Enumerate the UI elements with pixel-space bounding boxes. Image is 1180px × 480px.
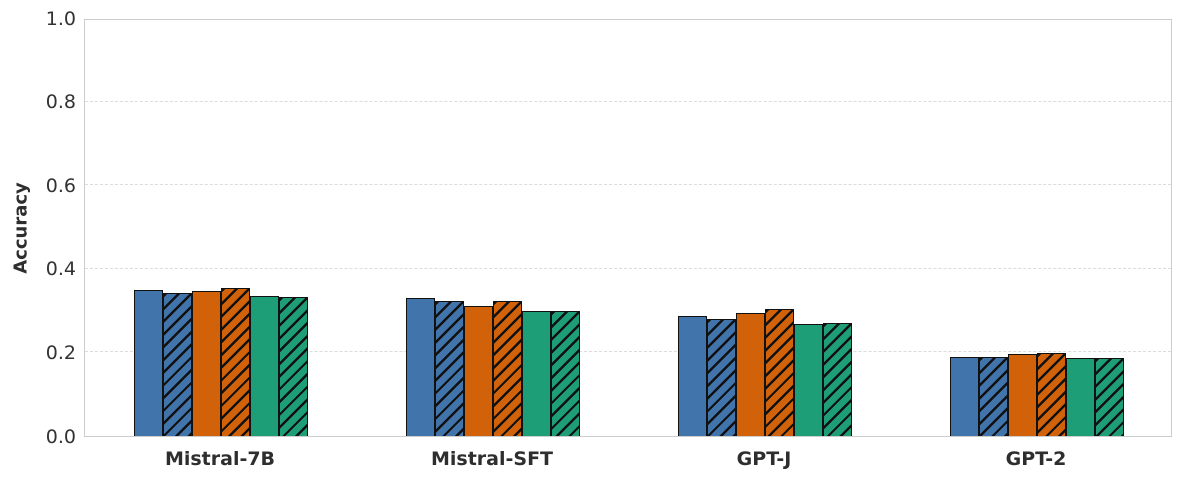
bar-orange-hatched [1037, 352, 1066, 436]
y-tick-label: 1.0 [45, 7, 76, 30]
bar-orange-solid [192, 290, 221, 436]
bar-blue-solid [406, 298, 435, 436]
gridline [85, 184, 1171, 186]
bar-blue-solid [950, 356, 979, 436]
bar-orange-hatched [765, 308, 794, 436]
y-tick-label: 0.6 [45, 174, 76, 197]
bar-green-hatched [279, 296, 308, 436]
x-tick-label: GPT-2 [1005, 448, 1067, 470]
bar-orange-hatched [221, 288, 250, 436]
bar-orange-solid [1008, 354, 1037, 436]
bar-blue-hatched [435, 301, 464, 436]
gridline [85, 267, 1171, 269]
bar-orange-solid [464, 305, 493, 436]
gridline [85, 100, 1171, 102]
bar-green-hatched [1095, 358, 1124, 436]
bar-green-solid [794, 324, 823, 436]
bar-blue-hatched [979, 356, 1008, 436]
bar-blue-hatched [707, 318, 736, 436]
y-tick-label: 0.4 [45, 258, 76, 281]
bar-blue-solid [134, 289, 163, 436]
bar-orange-solid [736, 312, 765, 436]
plot-area [84, 19, 1172, 437]
bar-blue-solid [678, 315, 707, 436]
gridline [85, 351, 1171, 353]
bar-green-hatched [551, 310, 580, 436]
y-tick-label: 0.8 [45, 91, 76, 114]
bar-green-solid [250, 295, 279, 436]
x-tick-label: Mistral-SFT [430, 448, 554, 470]
bar-orange-hatched [493, 301, 522, 436]
y-tick-label: 0.2 [45, 341, 76, 364]
bar-green-solid [522, 311, 551, 436]
bar-green-hatched [823, 322, 852, 436]
bar-green-solid [1066, 358, 1095, 436]
bar-blue-hatched [163, 292, 192, 436]
y-tick-label: 0.0 [45, 425, 76, 448]
x-tick-label: Mistral-7B [164, 448, 276, 470]
x-tick-label: GPT-J [736, 448, 792, 470]
